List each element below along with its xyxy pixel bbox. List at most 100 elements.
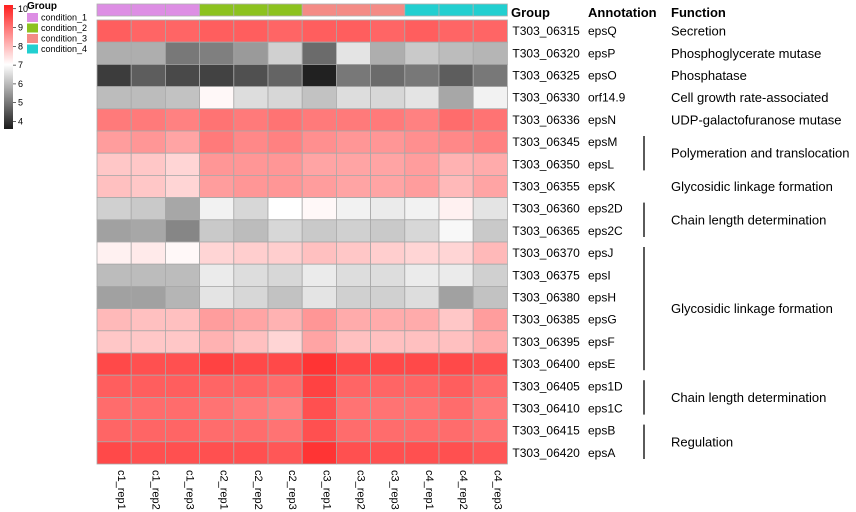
heatmap-cell	[267, 130, 303, 154]
heatmap-cell	[96, 441, 132, 465]
group-bar-cell-condition_1	[164, 3, 200, 17]
heatmap-cell	[335, 197, 371, 221]
heatmap-cell	[164, 108, 200, 132]
heatmap-cell	[370, 41, 406, 65]
heatmap-cell	[199, 352, 235, 376]
heatmap-cell	[199, 152, 235, 176]
heatmap-cell	[472, 285, 508, 309]
heatmap-cell	[199, 174, 235, 198]
function-label: Polymeration and translocation	[671, 146, 850, 161]
heatmap-cell	[233, 441, 269, 465]
heatmap-cell	[96, 108, 132, 132]
heatmap-cells	[96, 19, 508, 465]
heatmap-cell	[267, 352, 303, 376]
column-label: c2_rep2	[252, 470, 264, 510]
heatmap-cell	[267, 396, 303, 420]
heatmap-cell	[438, 396, 474, 420]
group-bar-cell-condition_2	[233, 3, 269, 17]
heatmap-cell	[438, 419, 474, 443]
heatmap-cell	[267, 263, 303, 287]
legend-swatch-condition_3	[27, 34, 38, 43]
heatmap-cell	[301, 108, 337, 132]
heatmap-cell	[96, 419, 132, 443]
function-label: Glycosidic linkage formation	[671, 301, 833, 316]
group-legend: Group condition_1condition_2condition_3c…	[27, 1, 87, 54]
heatmap-cell	[130, 130, 166, 154]
heatmap-cell	[96, 64, 132, 88]
heatmap-cell	[472, 396, 508, 420]
heatmap-cell	[438, 285, 474, 309]
heatmap-cell	[233, 396, 269, 420]
colorbar-tick-label: 7	[18, 60, 23, 70]
heatmap-cell	[335, 419, 371, 443]
heatmap-cell	[335, 19, 371, 43]
heatmap-cell	[404, 41, 440, 65]
heatmap-cell	[335, 308, 371, 332]
heatmap-cell	[233, 197, 269, 221]
heatmap-cell	[199, 263, 235, 287]
heatmap-cell	[370, 130, 406, 154]
heatmap-cell	[267, 197, 303, 221]
heatmap-cell	[438, 19, 474, 43]
heatmap-cell	[335, 108, 371, 132]
heatmap-cell	[96, 219, 132, 243]
heatmap-cell	[130, 64, 166, 88]
legend-items: condition_1condition_2condition_3conditi…	[27, 13, 87, 54]
heatmap-cell	[370, 285, 406, 309]
row-gene-id: T303_06380	[512, 291, 580, 305]
column-label: c3_rep2	[355, 470, 367, 510]
colorbar-tick-label: 4	[18, 116, 23, 126]
heatmap-cell	[438, 86, 474, 110]
heatmap-cell	[438, 152, 474, 176]
heatmap-cell	[404, 352, 440, 376]
row-annotation: epsJ	[588, 246, 613, 260]
heatmap-cell	[404, 19, 440, 43]
heatmap-cell	[404, 441, 440, 465]
heatmap-cell	[233, 374, 269, 398]
heatmap-cell	[164, 419, 200, 443]
heatmap-cell	[301, 152, 337, 176]
group-bar-cell-condition_4	[438, 3, 474, 17]
function-label: Chain length determination	[671, 212, 826, 227]
heatmap-cell	[301, 241, 337, 265]
heatmap-cell	[130, 263, 166, 287]
heatmap-cell	[438, 219, 474, 243]
function-label: Regulation	[671, 434, 733, 449]
colorbar-tick-label: 9	[18, 23, 23, 33]
row-gene-id: T303_06395	[512, 335, 580, 349]
heatmap-cell	[472, 419, 508, 443]
heatmap-cell	[199, 241, 235, 265]
group-bar-cell-condition_1	[130, 3, 166, 17]
row-gene-id: T303_06315	[512, 24, 580, 38]
heatmap-cell	[370, 419, 406, 443]
row-annotation: epsE	[588, 357, 615, 371]
heatmap-cell	[472, 108, 508, 132]
heatmap-cell	[438, 197, 474, 221]
heatmap-cell	[472, 130, 508, 154]
heatmap-cell	[335, 64, 371, 88]
heatmap-cell	[370, 308, 406, 332]
heatmap-cell	[233, 263, 269, 287]
row-gene-id: T303_06330	[512, 91, 580, 105]
heatmap-cell	[370, 330, 406, 354]
heatmap-cell	[130, 374, 166, 398]
heatmap-cell	[233, 19, 269, 43]
heatmap-cell	[370, 241, 406, 265]
heatmap-cell	[335, 152, 371, 176]
heatmap-cell	[438, 41, 474, 65]
colorbar-tick-label: 10	[18, 4, 28, 14]
heatmap-cell	[130, 19, 166, 43]
group-bar-cell-condition_3	[335, 3, 371, 17]
heatmap-cell	[472, 86, 508, 110]
heatmap-cell	[199, 130, 235, 154]
column-label: c1_rep1	[115, 470, 127, 510]
row-gene-id: T303_06400	[512, 357, 580, 371]
row-annotation: epsI	[588, 268, 611, 282]
heatmap-cell	[233, 130, 269, 154]
heatmap-cell	[472, 152, 508, 176]
heatmap-cell	[301, 330, 337, 354]
row-gene-id: T303_06375	[512, 268, 580, 282]
heatmap-cell	[370, 374, 406, 398]
heatmap-cell	[438, 441, 474, 465]
heatmap-cell	[301, 285, 337, 309]
